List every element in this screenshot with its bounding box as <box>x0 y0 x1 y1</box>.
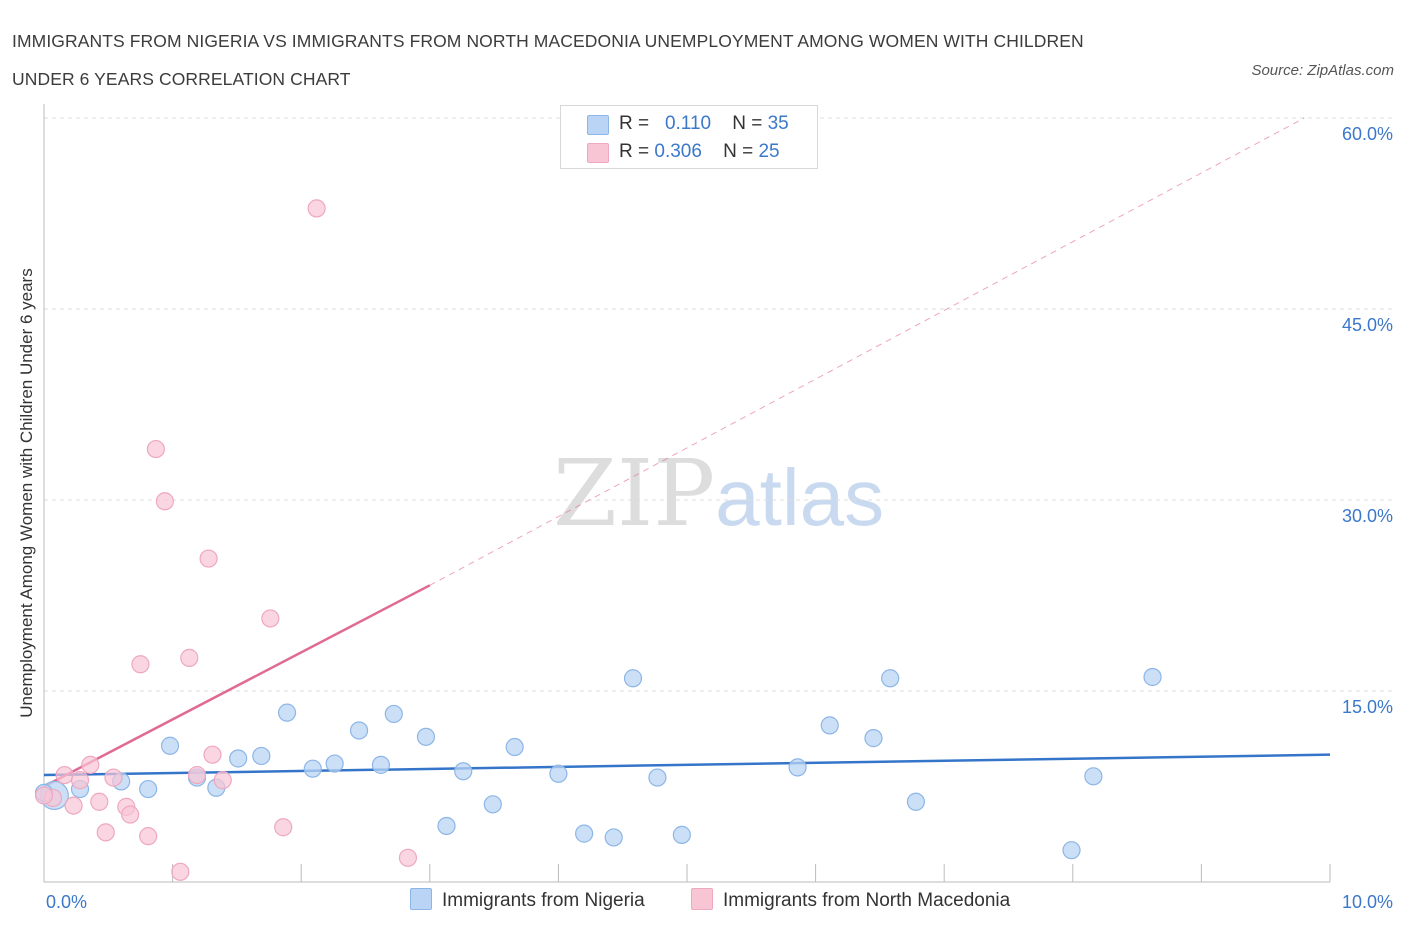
data-point-macedonia <box>70 771 90 790</box>
grid-layer <box>44 117 1396 692</box>
source-label: Source: ZipAtlas.com <box>1251 62 1394 79</box>
axes-layer <box>43 104 1331 883</box>
data-point-macedonia <box>121 805 140 824</box>
data-point-nigeria <box>788 758 807 777</box>
data-point-macedonia <box>261 609 280 628</box>
data-point-nigeria <box>906 792 926 811</box>
data-point-nigeria <box>864 729 883 748</box>
chart-title-line-2: UNDER 6 YEARS CORRELATION CHART <box>12 69 351 89</box>
data-point-macedonia <box>203 745 222 764</box>
data-point-macedonia <box>155 492 174 511</box>
data-point-macedonia <box>139 827 158 846</box>
trend-layer <box>43 117 1331 788</box>
data-point-nigeria <box>575 824 594 843</box>
bottom-legend-nigeria: Immigrants from Nigeria <box>410 888 645 916</box>
data-point-nigeria <box>325 754 344 773</box>
x-tick-label: 10.0% <box>1342 892 1393 912</box>
data-point-macedonia <box>64 796 83 815</box>
data-point-nigeria <box>483 795 502 814</box>
watermark: ZIPatlas <box>553 440 884 547</box>
bottom-legend-label-macedonia: Immigrants from North Macedonia <box>723 890 1011 911</box>
legend-r-label: R = <box>619 113 650 134</box>
data-point-nigeria <box>252 746 271 766</box>
legend-text-nigeria: R = 0.110 N = 35 <box>619 113 789 135</box>
legend-text-macedonia: R = 0.306 N = 25 <box>619 141 780 163</box>
data-point-nigeria <box>349 721 369 740</box>
data-point-macedonia <box>199 549 218 568</box>
data-point-nigeria <box>437 816 456 836</box>
data-point-macedonia <box>274 818 293 837</box>
data-point-macedonia <box>307 199 326 218</box>
data-point-macedonia <box>34 786 54 805</box>
chart-title: IMMIGRANTS FROM NIGERIA VS IMMIGRANTS FR… <box>12 22 1084 98</box>
data-point-nigeria <box>371 755 391 774</box>
data-point-macedonia <box>55 765 74 785</box>
data-point-macedonia <box>187 765 207 785</box>
trend-line-macedonia-extension <box>429 117 1305 586</box>
y-tick-label: 15.0% <box>1342 697 1393 717</box>
y-axis-label: Unemployment Among Women with Children U… <box>17 268 36 718</box>
data-point-nigeria <box>454 762 473 781</box>
data-point-nigeria <box>277 703 297 722</box>
data-point-nigeria <box>648 768 667 787</box>
data-point-macedonia <box>146 439 165 459</box>
data-point-nigeria <box>623 669 643 688</box>
data-point-macedonia <box>171 862 190 881</box>
correlation-legend: R = 0.110 N = 35 R = 0.306 N = 25 <box>560 105 818 169</box>
data-point-nigeria <box>139 779 158 799</box>
legend-r-label: R = <box>619 141 650 162</box>
data-point-nigeria <box>229 749 248 768</box>
watermark-atlas: atlas <box>715 453 885 542</box>
trend-line-macedonia <box>43 584 431 788</box>
data-point-nigeria <box>820 716 839 735</box>
data-point-nigeria <box>1143 667 1162 687</box>
y-tick-label: 45.0% <box>1342 315 1393 335</box>
data-point-macedonia <box>90 792 109 811</box>
legend-n-value-macedonia: 25 <box>758 141 780 162</box>
tick-labels-layer: 15.0% 30.0% 45.0% 60.0% 0.0% 10.0% <box>46 124 1393 912</box>
data-point-nigeria <box>505 737 524 757</box>
data-point-nigeria <box>303 759 322 778</box>
data-point-nigeria <box>1084 767 1103 786</box>
legend-n-value-nigeria: 35 <box>767 113 789 134</box>
legend-swatch-macedonia <box>587 143 609 163</box>
data-point-macedonia <box>398 848 418 867</box>
data-point-macedonia <box>213 771 232 790</box>
data-point-nigeria <box>160 736 180 755</box>
watermark-zip: ZIP <box>553 440 716 547</box>
legend-r-value-nigeria: 0.110 <box>664 113 712 134</box>
bottom-legend-swatch-nigeria <box>410 888 432 910</box>
legend-n-label: N = <box>723 141 754 162</box>
data-point-macedonia <box>96 823 115 842</box>
data-point-macedonia <box>81 755 100 774</box>
bottom-legend-swatch-macedonia <box>691 888 713 910</box>
legend-swatch-nigeria <box>587 115 609 135</box>
bottom-legend-label-nigeria: Immigrants from Nigeria <box>442 890 645 911</box>
x-tick-label: 0.0% <box>46 892 87 912</box>
legend-n-label: N = <box>732 113 763 134</box>
chart-title-line-1: IMMIGRANTS FROM NIGERIA VS IMMIGRANTS FR… <box>12 31 1084 51</box>
data-point-macedonia <box>180 648 199 667</box>
y-tick-label: 30.0% <box>1342 506 1393 526</box>
trend-line-nigeria <box>43 753 1331 777</box>
data-point-nigeria <box>549 764 568 783</box>
data-point-nigeria <box>416 727 436 746</box>
data-point-nigeria <box>604 828 623 847</box>
data-point-nigeria <box>881 669 900 688</box>
data-point-macedonia <box>131 655 150 674</box>
data-point-nigeria <box>384 704 403 724</box>
data-point-macedonia <box>104 768 123 787</box>
points-layer <box>34 199 1162 881</box>
data-point-nigeria <box>672 825 691 844</box>
y-tick-label: 60.0% <box>1342 124 1393 144</box>
legend-r-value-macedonia: 0.306 <box>654 141 702 162</box>
data-point-nigeria <box>1062 841 1081 860</box>
bottom-legend-macedonia: Immigrants from North Macedonia <box>691 888 1010 916</box>
